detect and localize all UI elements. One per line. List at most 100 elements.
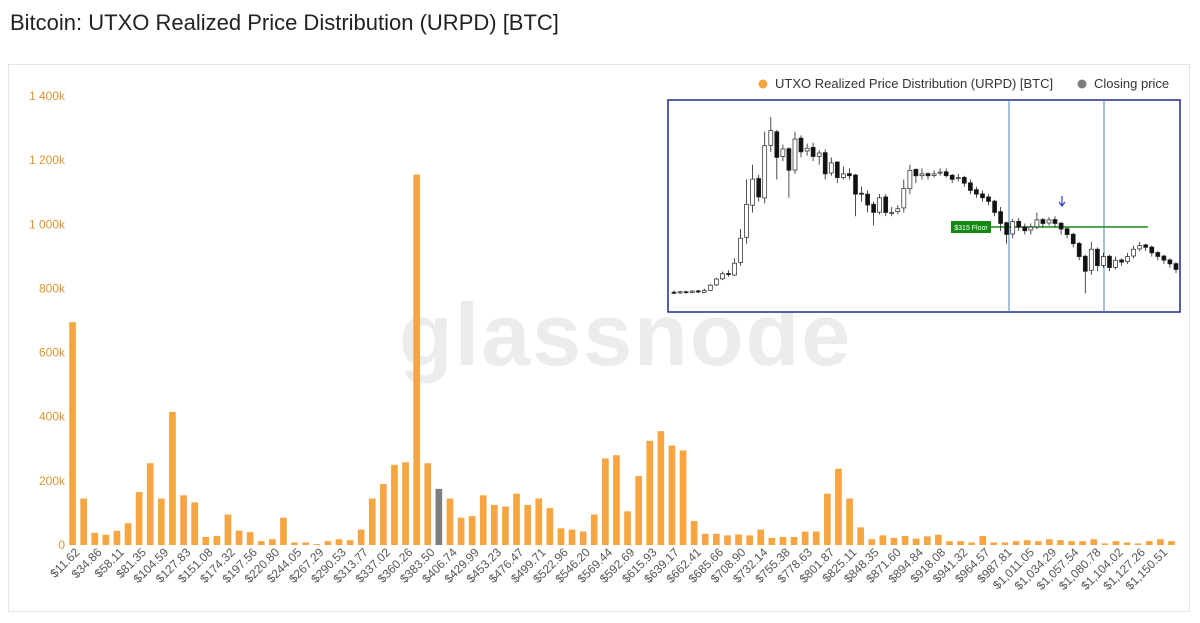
- urpd-bar[interactable]: [1079, 541, 1086, 545]
- urpd-bar[interactable]: [812, 531, 820, 545]
- urpd-bar[interactable]: [1001, 542, 1009, 545]
- urpd-bar[interactable]: [1134, 543, 1142, 545]
- urpd-bar[interactable]: [191, 502, 198, 545]
- urpd-bar[interactable]: [990, 542, 998, 545]
- urpd-bar[interactable]: [724, 535, 731, 545]
- closing-price-bar[interactable]: [435, 488, 443, 546]
- urpd-bar[interactable]: [1168, 541, 1175, 545]
- urpd-bar[interactable]: [890, 537, 898, 545]
- urpd-bar[interactable]: [257, 541, 265, 545]
- urpd-bar[interactable]: [357, 529, 365, 545]
- urpd-bar[interactable]: [1057, 540, 1064, 545]
- urpd-bar[interactable]: [124, 523, 132, 545]
- urpd-bar[interactable]: [335, 539, 343, 545]
- urpd-bar[interactable]: [535, 498, 543, 546]
- urpd-bar[interactable]: [801, 531, 809, 545]
- urpd-bar[interactable]: [291, 542, 298, 545]
- urpd-bar[interactable]: [613, 455, 620, 545]
- urpd-bar[interactable]: [524, 504, 531, 545]
- urpd-bar[interactable]: [1090, 539, 1098, 545]
- urpd-bar[interactable]: [1034, 541, 1042, 545]
- urpd-bar[interactable]: [446, 498, 454, 546]
- urpd-bar[interactable]: [602, 458, 609, 545]
- urpd-bar[interactable]: [857, 527, 864, 545]
- urpd-bar[interactable]: [513, 493, 520, 545]
- urpd-bar[interactable]: [824, 493, 831, 545]
- urpd-bar[interactable]: [946, 541, 953, 545]
- urpd-bar[interactable]: [246, 532, 254, 545]
- urpd-bar[interactable]: [102, 534, 110, 545]
- urpd-bar[interactable]: [1157, 539, 1164, 545]
- urpd-bar[interactable]: [912, 538, 920, 545]
- urpd-bar[interactable]: [169, 411, 176, 545]
- urpd-bar[interactable]: [413, 174, 420, 545]
- urpd-bar[interactable]: [624, 511, 631, 545]
- urpd-bar[interactable]: [202, 536, 210, 545]
- urpd-bar[interactable]: [180, 495, 187, 545]
- urpd-bar[interactable]: [346, 540, 354, 545]
- urpd-bar[interactable]: [901, 536, 909, 545]
- urpd-bar[interactable]: [1145, 541, 1153, 545]
- urpd-bar[interactable]: [502, 506, 509, 545]
- urpd-bar[interactable]: [568, 529, 576, 545]
- urpd-bar[interactable]: [746, 535, 753, 545]
- urpd-bar[interactable]: [735, 534, 742, 545]
- urpd-bar[interactable]: [1068, 541, 1075, 545]
- urpd-bar[interactable]: [213, 536, 221, 545]
- urpd-bar[interactable]: [80, 498, 87, 546]
- urpd-bar[interactable]: [479, 495, 487, 545]
- urpd-bar[interactable]: [380, 484, 387, 545]
- urpd-bar[interactable]: [968, 542, 975, 545]
- urpd-bar[interactable]: [679, 450, 687, 545]
- urpd-bar[interactable]: [1012, 541, 1020, 545]
- urpd-bar[interactable]: [424, 463, 432, 545]
- urpd-bar[interactable]: [690, 520, 698, 545]
- urpd-bar[interactable]: [935, 534, 942, 545]
- urpd-bar[interactable]: [923, 536, 931, 545]
- urpd-bar[interactable]: [91, 532, 99, 545]
- urpd-bar[interactable]: [779, 536, 787, 545]
- urpd-bar[interactable]: [590, 514, 598, 545]
- urpd-bar[interactable]: [468, 516, 476, 545]
- urpd-bar[interactable]: [1112, 541, 1120, 545]
- urpd-bar[interactable]: [846, 498, 853, 546]
- urpd-bar[interactable]: [957, 541, 964, 545]
- urpd-bar[interactable]: [391, 464, 398, 545]
- urpd-bar[interactable]: [457, 517, 465, 545]
- urpd-bar[interactable]: [668, 445, 676, 545]
- urpd-bar[interactable]: [313, 544, 321, 545]
- urpd-bar[interactable]: [546, 508, 554, 545]
- urpd-bar[interactable]: [491, 504, 498, 545]
- urpd-bar[interactable]: [269, 539, 276, 545]
- urpd-bar[interactable]: [579, 531, 587, 545]
- urpd-bar[interactable]: [1101, 543, 1109, 545]
- urpd-bar[interactable]: [69, 322, 76, 545]
- urpd-bar[interactable]: [701, 533, 709, 545]
- urpd-bar[interactable]: [657, 431, 665, 545]
- urpd-bar[interactable]: [757, 529, 765, 545]
- urpd-bar[interactable]: [368, 498, 376, 546]
- urpd-bar[interactable]: [1123, 542, 1131, 545]
- urpd-bar[interactable]: [224, 514, 232, 545]
- urpd-bar[interactable]: [302, 542, 309, 545]
- urpd-bar[interactable]: [646, 440, 654, 545]
- urpd-bar[interactable]: [235, 530, 243, 545]
- urpd-bar[interactable]: [158, 498, 165, 546]
- urpd-bar[interactable]: [280, 517, 287, 545]
- urpd-bar[interactable]: [557, 528, 565, 545]
- urpd-bar[interactable]: [790, 536, 798, 545]
- urpd-bar[interactable]: [1046, 539, 1053, 545]
- urpd-bar[interactable]: [713, 533, 720, 545]
- urpd-bar[interactable]: [879, 535, 887, 545]
- urpd-bar[interactable]: [402, 462, 409, 545]
- urpd-bar[interactable]: [835, 468, 842, 545]
- urpd-bar[interactable]: [768, 537, 776, 545]
- urpd-bar[interactable]: [868, 539, 876, 545]
- urpd-bar[interactable]: [324, 541, 332, 545]
- urpd-bar[interactable]: [146, 463, 154, 545]
- urpd-bar[interactable]: [135, 492, 143, 545]
- urpd-bar[interactable]: [1023, 540, 1031, 545]
- legend[interactable]: UTXO Realized Price Distribution (URPD) …: [758, 76, 1170, 91]
- urpd-bar[interactable]: [979, 536, 987, 545]
- urpd-bar[interactable]: [635, 476, 642, 545]
